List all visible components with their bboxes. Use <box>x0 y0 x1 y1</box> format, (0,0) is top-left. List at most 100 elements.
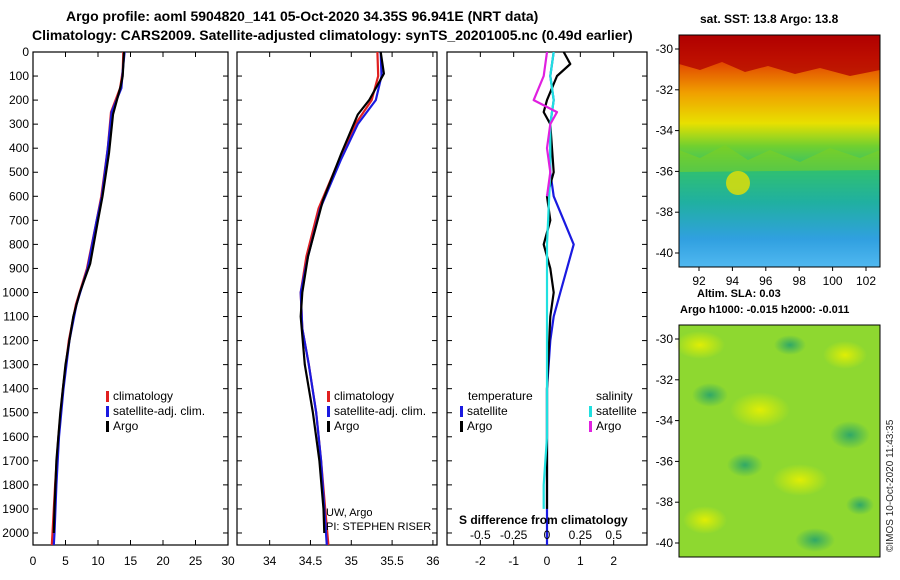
legend-salinity-title: salinity <box>596 389 633 403</box>
map-y-tick-label: -32 <box>656 373 674 387</box>
y-tick-label: 900 <box>9 261 29 275</box>
y-tick-label: 1100 <box>3 310 29 324</box>
y-tick-label: 1200 <box>2 334 29 348</box>
map-x-tick-label: 102 <box>856 274 876 288</box>
sla-map-frame <box>678 324 881 558</box>
y-tick-label: 2000 <box>2 526 29 540</box>
y-tick-label: 700 <box>9 213 29 227</box>
salinity-x-tick-label: 0.5 <box>605 528 622 542</box>
x-tick-label: -2 <box>475 554 486 568</box>
map-y-tick-label: -34 <box>656 414 674 428</box>
y-tick-label: 300 <box>9 117 29 131</box>
sla-high-anomaly <box>823 341 867 369</box>
title-line-2: Climatology: CARS2009. Satellite-adjuste… <box>32 27 633 43</box>
sla-low-anomaly <box>846 495 874 515</box>
y-tick-label: 1000 <box>2 285 29 299</box>
legend-climatology-swatch <box>327 391 330 402</box>
sla-high-anomaly <box>675 331 725 359</box>
legend-sal-argo-label: Argo <box>596 419 622 433</box>
sla-high-anomaly <box>730 392 790 428</box>
salinity-x-tick-label: -0.25 <box>500 528 528 542</box>
map-x-tick-label: 94 <box>726 274 740 288</box>
legend-temp-satellite-label: satellite <box>467 404 508 418</box>
x-tick-label: 35 <box>345 554 359 568</box>
x-tick-label: 0 <box>30 554 37 568</box>
legend-satellite-swatch <box>106 406 109 417</box>
series-climatology <box>299 52 380 545</box>
imos-credit: ©IMOS 10-Oct-2020 11:43:35 <box>885 419 896 552</box>
sla-low-anomaly <box>774 335 806 355</box>
map-y-tick-label: -36 <box>656 454 674 468</box>
difference-legend: temperature satellite Argo salinity sate… <box>460 389 637 433</box>
salinity-x-tick-label: -0.5 <box>470 528 491 542</box>
map-y-tick-label: -40 <box>656 246 674 260</box>
map-y-tick-label: -38 <box>656 205 674 219</box>
legend-sal-satellite-swatch <box>589 406 592 417</box>
y-tick-label: 0 <box>22 45 29 59</box>
series-salinity-argo <box>532 52 559 197</box>
legend-argo-swatch <box>106 421 109 432</box>
y-tick-label: 1600 <box>2 430 29 444</box>
x-tick-label: 2 <box>610 554 617 568</box>
y-tick-label: 100 <box>9 69 29 83</box>
series-argo <box>52 52 126 534</box>
x-tick-label: 20 <box>156 554 170 568</box>
salinity-legend: climatology satellite-adj. clim. Argo <box>327 389 426 433</box>
legend-climatology-label: climatology <box>334 389 394 403</box>
legend-satellite-label: satellite-adj. clim. <box>113 404 205 418</box>
x-tick-label: 36 <box>426 554 440 568</box>
legend-temp-argo-swatch <box>460 421 463 432</box>
y-tick-label: 1300 <box>2 358 29 372</box>
map-x-tick-label: 92 <box>692 274 706 288</box>
legend-sal-argo-swatch <box>589 421 592 432</box>
y-tick-label: 500 <box>9 165 29 179</box>
y-tick-label: 1400 <box>2 382 29 396</box>
y-tick-label: 400 <box>9 141 29 155</box>
title-line-1: Argo profile: aoml 5904820_141 05-Oct-20… <box>66 8 538 24</box>
x-tick-label: 1 <box>577 554 584 568</box>
y-tick-label: 1500 <box>2 406 29 420</box>
sla-low-anomaly <box>830 421 870 449</box>
x-tick-label: 34.5 <box>299 554 323 568</box>
y-tick-label: 1900 <box>2 502 29 516</box>
legend-temperature-title: temperature <box>468 389 533 403</box>
x-tick-label: 35.5 <box>380 554 404 568</box>
map-y-tick-label: -30 <box>656 332 674 346</box>
map-y-tick-label: -30 <box>656 42 674 56</box>
series-argo <box>299 52 385 534</box>
map-y-tick-label: -38 <box>656 495 674 509</box>
salinity-x-tick-label: 0.25 <box>569 528 593 542</box>
legend-sal-satellite-label: satellite <box>596 404 637 418</box>
sla-high-anomaly <box>683 506 727 534</box>
series-salinity-satellite <box>542 52 555 509</box>
y-tick-label: 800 <box>9 237 29 251</box>
map-y-tick-label: -40 <box>656 536 674 550</box>
x-tick-label: 15 <box>124 554 138 568</box>
legend-temp-argo-label: Argo <box>467 419 493 433</box>
sla-map-title-2: Argo h1000: -0.015 h2000: -0.011 <box>680 304 849 316</box>
sst-front <box>679 145 880 172</box>
legend-satellite-swatch <box>327 406 330 417</box>
x-tick-label: 34 <box>263 554 277 568</box>
salinity-panel-frame <box>236 51 438 546</box>
data-source-note: UW, Argo <box>326 507 372 519</box>
map-y-tick-label: -36 <box>656 164 674 178</box>
map-x-tick-label: 96 <box>759 274 773 288</box>
y-tick-label: 1700 <box>2 454 29 468</box>
x-tick-label: -1 <box>508 554 519 568</box>
sla-low-anomaly <box>727 453 763 477</box>
sst-map <box>678 34 881 268</box>
sla-low-anomaly <box>692 383 728 407</box>
sla-map <box>675 324 881 558</box>
legend-satellite-label: satellite-adj. clim. <box>334 404 426 418</box>
legend-climatology-swatch <box>106 391 109 402</box>
sla-low-anomaly <box>795 528 835 552</box>
legend-temp-satellite-swatch <box>460 406 463 417</box>
temperature-panel-frame <box>32 51 229 546</box>
map-x-tick-label: 98 <box>793 274 807 288</box>
difference-xlabel: S difference from climatology <box>459 513 628 527</box>
sst-map-title: sat. SST: 13.8 Argo: 13.8 <box>700 12 839 26</box>
sst-eddy <box>726 171 750 195</box>
sla-high-anomaly <box>772 464 828 496</box>
